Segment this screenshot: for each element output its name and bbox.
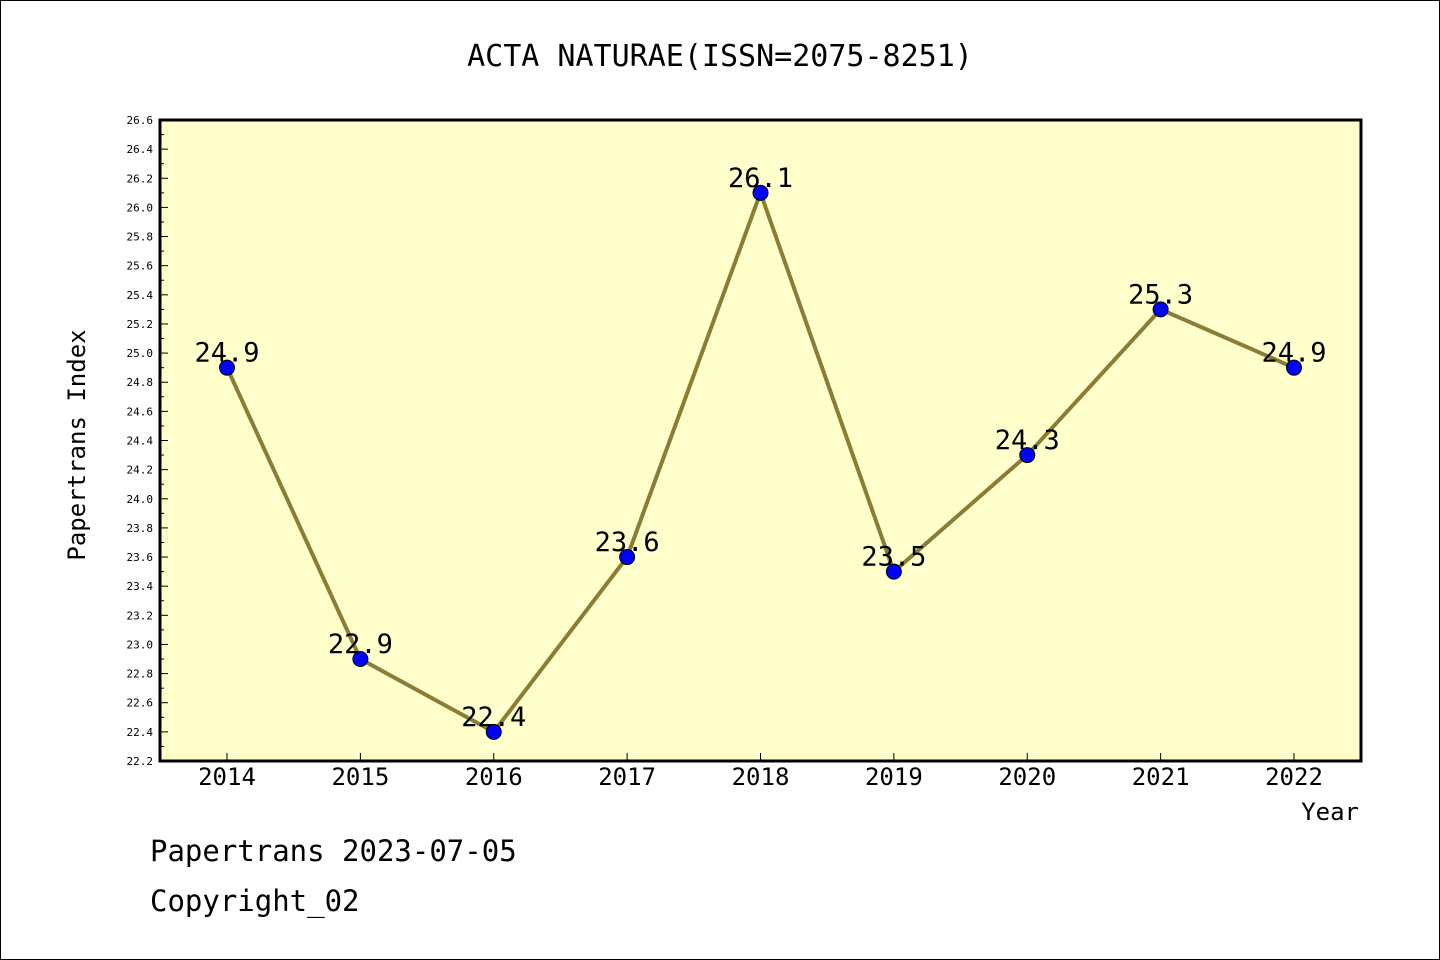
data-label: 24.9 — [194, 338, 259, 369]
y-tick-label: 25.4 — [127, 289, 154, 302]
data-label: 23.5 — [861, 542, 926, 573]
y-tick-label: 22.2 — [127, 755, 154, 768]
plot-area — [158, 118, 1363, 763]
series-layer: 24.9 22.9 22.4 23.6 26.1 23.5 24.3 25.3 24.9 — [194, 163, 1327, 740]
y-tick-label: 23.8 — [127, 522, 154, 535]
data-label: 24.3 — [995, 425, 1060, 456]
y-tick-label: 23.4 — [127, 580, 154, 593]
y-tick-label: 24.4 — [127, 435, 154, 448]
y-tick-label: 26.0 — [127, 201, 154, 214]
data-label: 23.6 — [595, 527, 660, 558]
data-label: 22.9 — [328, 629, 393, 660]
x-axis-label: Year — [1301, 798, 1359, 826]
data-label: 25.3 — [1128, 279, 1193, 310]
data-label: 24.9 — [1261, 338, 1326, 369]
data-label: 22.4 — [461, 702, 526, 733]
y-tick-label: 25.6 — [127, 260, 154, 273]
x-tick-label: 2021 — [1132, 763, 1190, 791]
x-tick-label: 2019 — [865, 763, 923, 791]
x-tick-label: 2015 — [331, 763, 389, 791]
data-point — [1019, 447, 1036, 464]
y-tick-label: 23.6 — [127, 551, 154, 564]
data-point — [752, 184, 769, 201]
data-label: 26.1 — [728, 163, 793, 194]
y-tick-label: 24.0 — [127, 493, 154, 506]
x-axis-ticks: 2014 2015 2016 2017 2018 2019 2020 2021 2022 — [198, 753, 1323, 791]
data-point — [219, 359, 235, 376]
data-point — [1152, 301, 1169, 318]
x-tick-label: 2022 — [1265, 763, 1323, 791]
y-tick-label: 24.6 — [127, 405, 154, 418]
y-tick-label: 22.8 — [127, 668, 154, 681]
data-point — [1286, 359, 1302, 376]
y-tick-label: 25.2 — [127, 318, 154, 331]
y-tick-label: 24.8 — [127, 376, 154, 389]
y-tick-label: 22.6 — [127, 697, 154, 710]
data-point — [485, 723, 502, 740]
chart-title: ACTA NATURAE(ISSN=2075-8251) — [467, 39, 973, 74]
y-tick-label: 26.4 — [127, 143, 154, 156]
data-point — [352, 651, 369, 668]
x-tick-label: 2014 — [198, 763, 256, 791]
x-tick-label: 2017 — [598, 763, 656, 791]
x-tick-label: 2020 — [998, 763, 1056, 791]
y-axis-label: Papertrans Index — [63, 329, 91, 560]
y-tick-label: 23.0 — [127, 638, 154, 651]
x-tick-label: 2016 — [465, 763, 523, 791]
y-tick-label: 23.2 — [127, 609, 154, 622]
y-tick-label: 25.8 — [127, 231, 154, 244]
y-axis-ticks: 22.2 22.4 22.6 22.8 23.0 23.2 23.4 23.6 23.8 24.0… — [127, 114, 168, 768]
y-tick-label: 24.2 — [127, 464, 154, 477]
y-tick-label: 22.4 — [127, 726, 154, 739]
y-tick-label: 26.6 — [127, 114, 154, 127]
footer-copyright: Copyright_02 — [150, 884, 360, 918]
y-tick-label: 26.2 — [127, 172, 154, 185]
data-point — [619, 549, 636, 566]
x-tick-label: 2018 — [732, 763, 790, 791]
data-point — [885, 563, 902, 580]
y-tick-label: 25.0 — [127, 347, 154, 360]
footer-date: Papertrans 2023-07-05 — [150, 834, 517, 868]
